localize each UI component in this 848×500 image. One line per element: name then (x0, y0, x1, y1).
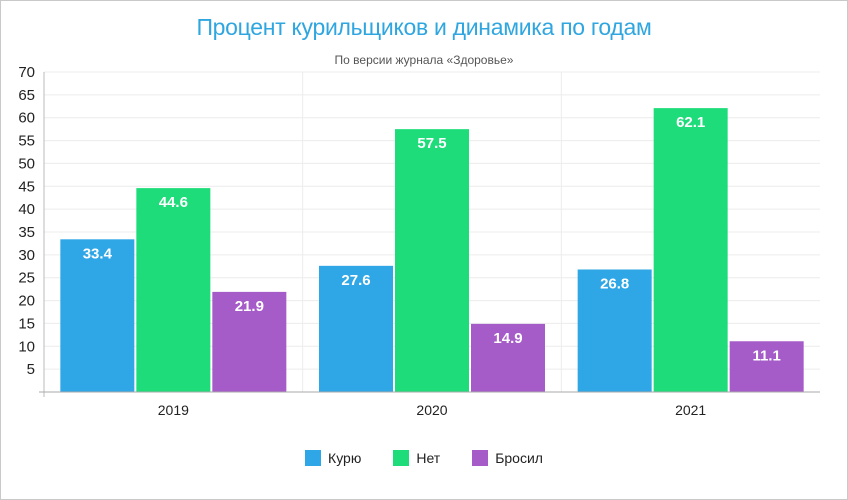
legend-label-brosil: Бросил (495, 450, 543, 466)
y-tick-label-15: 15 (18, 315, 35, 332)
y-tick-label-50: 50 (18, 155, 35, 172)
bar-Курю-2021 (577, 269, 652, 392)
y-tick-label-25: 25 (18, 270, 35, 287)
legend: Курю Нет Бросил (0, 450, 848, 466)
legend-swatch-brosil (472, 450, 489, 466)
bar-Курю-2019 (60, 239, 135, 392)
data-label-Бросил-2020: 14.9 (493, 330, 522, 347)
legend-item-net[interactable]: Нет (393, 450, 440, 466)
legend-item-brosil[interactable]: Бросил (472, 450, 543, 466)
bar-Нет-2019 (136, 188, 211, 392)
legend-label-kuryu: Курю (328, 450, 362, 466)
y-tick-label-45: 45 (18, 178, 35, 195)
bar-Курю-2020 (319, 265, 393, 392)
y-tick-label-65: 65 (18, 87, 35, 104)
x-tick-label-2021: 2021 (675, 402, 706, 418)
y-tick-label-30: 30 (18, 247, 35, 264)
legend-swatch-net (393, 450, 410, 466)
bar-Нет-2020 (395, 129, 469, 392)
bar-Бросил-2020 (471, 323, 545, 392)
y-tick-label-10: 10 (18, 338, 35, 355)
x-tick-label-2020: 2020 (416, 402, 447, 418)
y-tick-label-35: 35 (18, 224, 35, 241)
y-tick-label-70: 70 (18, 64, 35, 81)
chart-subtitle: По версии журнала «Здоровье» (334, 53, 514, 67)
y-tick-label-55: 55 (18, 133, 35, 150)
bar-Бросил-2021 (729, 341, 804, 392)
bar-Нет-2021 (653, 108, 728, 392)
bar-Бросил-2019 (212, 291, 287, 392)
y-tick-label-40: 40 (18, 201, 35, 218)
data-label-Нет-2020: 57.5 (417, 135, 446, 152)
data-label-Бросил-2019: 21.9 (235, 298, 264, 315)
data-label-Курю-2020: 27.6 (341, 272, 370, 289)
data-label-Бросил-2021: 11.1 (752, 347, 780, 364)
x-tick-label-2019: 2019 (158, 402, 189, 418)
legend-swatch-kuryu (305, 450, 322, 466)
y-tick-label-5: 5 (27, 361, 35, 378)
data-label-Курю-2021: 26.8 (600, 275, 629, 292)
data-label-Нет-2019: 44.6 (159, 194, 188, 211)
legend-item-kuryu[interactable]: Курю (305, 450, 361, 466)
y-tick-label-20: 20 (18, 293, 35, 310)
legend-label-net: Нет (416, 450, 441, 466)
y-tick-label-60: 60 (18, 110, 35, 127)
data-label-Курю-2019: 33.4 (83, 245, 113, 262)
chart-title: Процент курильщиков и динамика по годам (196, 14, 652, 40)
data-label-Нет-2021: 62.1 (676, 114, 705, 131)
